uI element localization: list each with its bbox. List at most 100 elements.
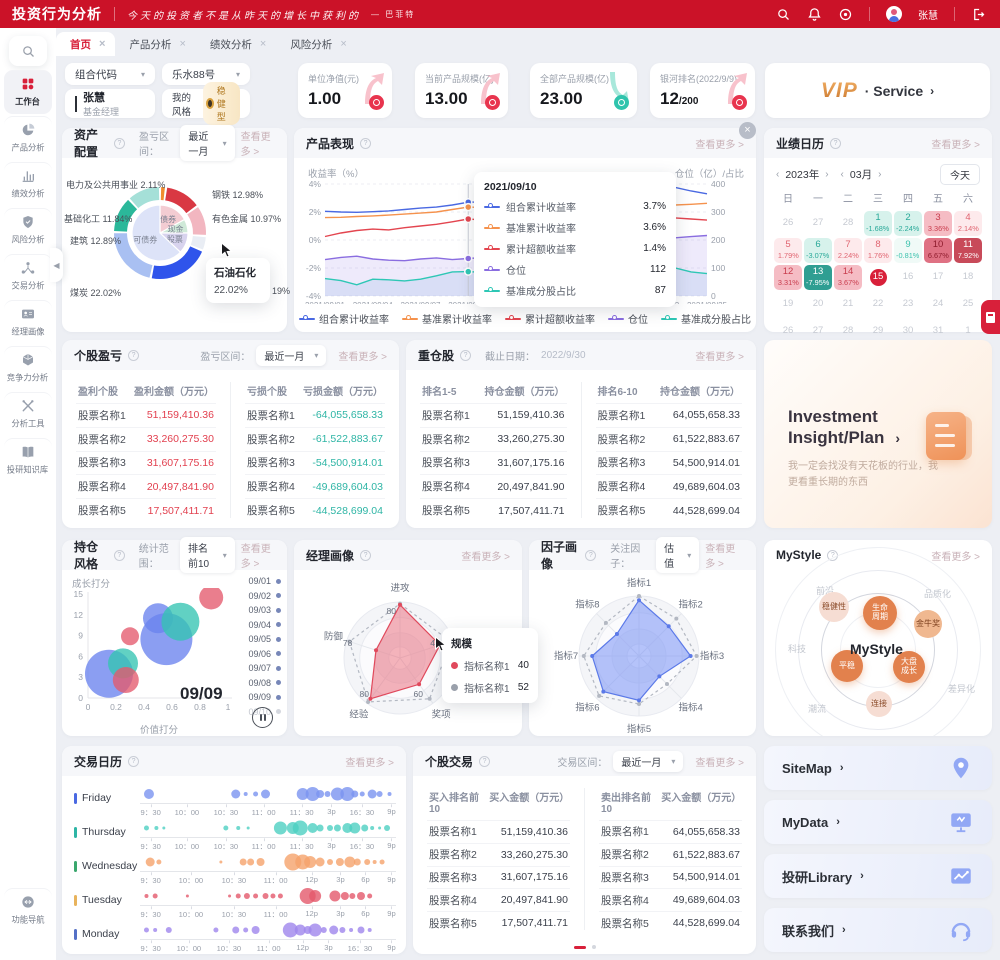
view-more-link[interactable]: 查看更多 > [240,132,271,158]
style-bubble[interactable] [161,602,200,641]
mydata-link[interactable]: MyData › [764,800,992,844]
sidebar-item-经理画像[interactable]: 经理画像 [4,300,52,344]
style-bubble-大盘成长[interactable]: 大盘 成长 [893,651,925,683]
tab-产品分析[interactable]: 产品分析 × [115,32,195,56]
info-icon[interactable]: ? [113,549,125,561]
donut-segment-石油石化[interactable] [151,246,203,279]
view-more-link[interactable]: 查看更多 > [931,139,980,151]
calendar-day-19[interactable]: 19 [782,298,794,310]
scope-select[interactable]: 排名前10 [179,537,235,573]
style-bubble-平稳[interactable]: 平稳 [831,650,863,682]
calendar-day-1[interactable]: 1 [965,325,971,337]
calendar-day-27[interactable]: 27 [812,325,824,337]
timeline-item-09/02[interactable]: 09/02 [229,589,281,604]
contact-us-link[interactable]: 联系我们 › [764,908,992,952]
today-button[interactable]: 今天 [940,163,980,185]
timeline-item-09/09[interactable]: 09/09 [229,690,281,705]
factor-select[interactable]: 估值 [656,537,700,573]
sidebar-collapse-handle[interactable]: ◀ [50,248,63,282]
search-icon[interactable] [776,7,791,22]
view-more-link[interactable]: 查看更多 > [338,351,387,363]
calendar-day-24[interactable]: 24 [932,298,944,310]
style-bubble-连接[interactable]: 连接 [866,691,892,717]
insight-banner-card[interactable]: Investment Insight/Plan › 我一定会找没有天花板的行业，我… [764,340,992,528]
avatar[interactable] [886,6,902,22]
calendar-day-8[interactable]: 8 1.76% [864,238,892,263]
calendar-day-11[interactable]: 11 7.92% [954,238,982,263]
view-more-link[interactable]: 查看更多 > [705,544,736,570]
donut-segment-基础化工[interactable] [129,187,160,209]
target-icon[interactable] [838,7,853,22]
next-month-arrow[interactable]: › [878,168,882,180]
info-icon[interactable]: ? [460,349,472,361]
vip-service-banner[interactable]: VIP · Service › [765,63,990,118]
trade-dots-strip[interactable] [140,784,396,803]
sidebar-item-交易分析[interactable]: 交易分析 [4,254,52,298]
calendar-day-22[interactable]: 22 [872,298,884,310]
calendar-day-28[interactable]: 28 [842,217,854,229]
donut-segment-建筑[interactable] [114,199,138,232]
inner-segment-可债券[interactable] [131,204,182,262]
info-icon[interactable]: ? [479,755,491,767]
legend-item[interactable]: 基准累计收益率 [402,311,492,326]
tab-风险分析[interactable]: 风险分析 × [276,32,356,56]
calendar-day-12[interactable]: 12 3.31% [774,265,802,290]
calendar-day-23[interactable]: 23 [902,298,914,310]
info-icon[interactable]: ? [128,349,140,361]
style-bubble-稳健性[interactable]: 稳健性 [819,592,849,622]
close-icon[interactable]: × [259,38,267,50]
logout-icon[interactable] [971,7,986,22]
close-icon[interactable]: × [340,38,347,50]
calendar-day-28[interactable]: 28 [842,325,854,337]
calendar-day-14[interactable]: 14 3.67% [834,265,862,290]
trade-dots-strip[interactable] [140,818,396,837]
style-bubble-金牛奖[interactable]: 金牛奖 [914,610,942,638]
calendar-day-5[interactable]: 5 1.79% [774,238,802,263]
info-icon[interactable]: ? [830,137,842,149]
style-bubble-chart[interactable]: 0 3 6 9 12 15 0 0.2 0.4 0.6 0.8 1 [66,588,234,724]
calendar-day-30[interactable]: 30 [902,325,914,337]
sidebar-item-投研知识库[interactable]: 投研知识库 [4,438,52,482]
next-year-arrow[interactable]: › [825,168,829,180]
calendar-day-6[interactable]: 6 -3.07% [804,238,832,263]
view-more-link[interactable]: 查看更多 > [240,544,271,570]
calendar-day-29[interactable]: 29 [872,325,884,337]
sitemap-link[interactable]: SiteMap › [764,746,992,790]
sidebar-item-竞争力分析[interactable]: 竞争力分析 [4,346,52,390]
donut-segment-有色金属[interactable] [187,207,206,235]
calendar-day-4[interactable]: 4 2.14% [954,211,982,236]
product-select[interactable]: 乐水88号 ▾ [162,63,250,85]
sidebar-item-工作台[interactable]: 工作台 [4,70,52,114]
close-icon[interactable]: × [739,122,756,139]
timeline-item-09/07[interactable]: 09/07 [229,661,281,676]
donut-segment-其他[interactable] [190,236,206,250]
legend-item[interactable]: 仓位 [608,311,648,326]
factor-radar-chart[interactable]: 指标1 指标2 指标3 指标4 指标5 指标6 指标7 指标8 [529,570,756,736]
donut-segment-煤炭[interactable] [114,233,153,278]
calendar-day-7[interactable]: 7 2.24% [834,238,862,263]
calendar-day-18[interactable]: 18 [962,271,974,283]
view-more-link[interactable]: 查看更多 > [345,757,394,769]
prev-month-arrow[interactable]: ‹ [840,168,844,180]
calendar-day-20[interactable]: 20 [812,298,824,310]
calendar-day-21[interactable]: 21 [842,298,854,310]
calendar-day-26[interactable]: 26 [782,217,794,229]
close-icon[interactable]: × [179,38,186,50]
view-more-link[interactable]: 查看更多 > [695,757,744,769]
tab-绩效分析[interactable]: 绩效分析 × [196,32,276,56]
timeline-item-09/03[interactable]: 09/03 [229,603,281,618]
calendar-day-3[interactable]: 3 3.36% [924,211,952,236]
prev-year-arrow[interactable]: ‹ [776,168,780,180]
trade-dots-strip[interactable] [140,852,396,871]
style-bubble[interactable] [112,666,139,693]
portfolio-code-select[interactable]: 组合代码 ▾ [65,63,155,85]
legend-item[interactable]: 基准成分股占比 [661,311,751,326]
calendar-day-15[interactable]: 15 [864,265,892,290]
info-icon[interactable]: ? [360,549,372,561]
calendar-day-1[interactable]: 1 -1.68% [864,211,892,236]
calendar-day-9[interactable]: 9 -0.81% [894,238,922,263]
trade-dots-strip[interactable] [140,886,396,905]
floating-feedback-button[interactable] [981,300,1000,334]
info-icon[interactable]: ? [113,137,125,149]
